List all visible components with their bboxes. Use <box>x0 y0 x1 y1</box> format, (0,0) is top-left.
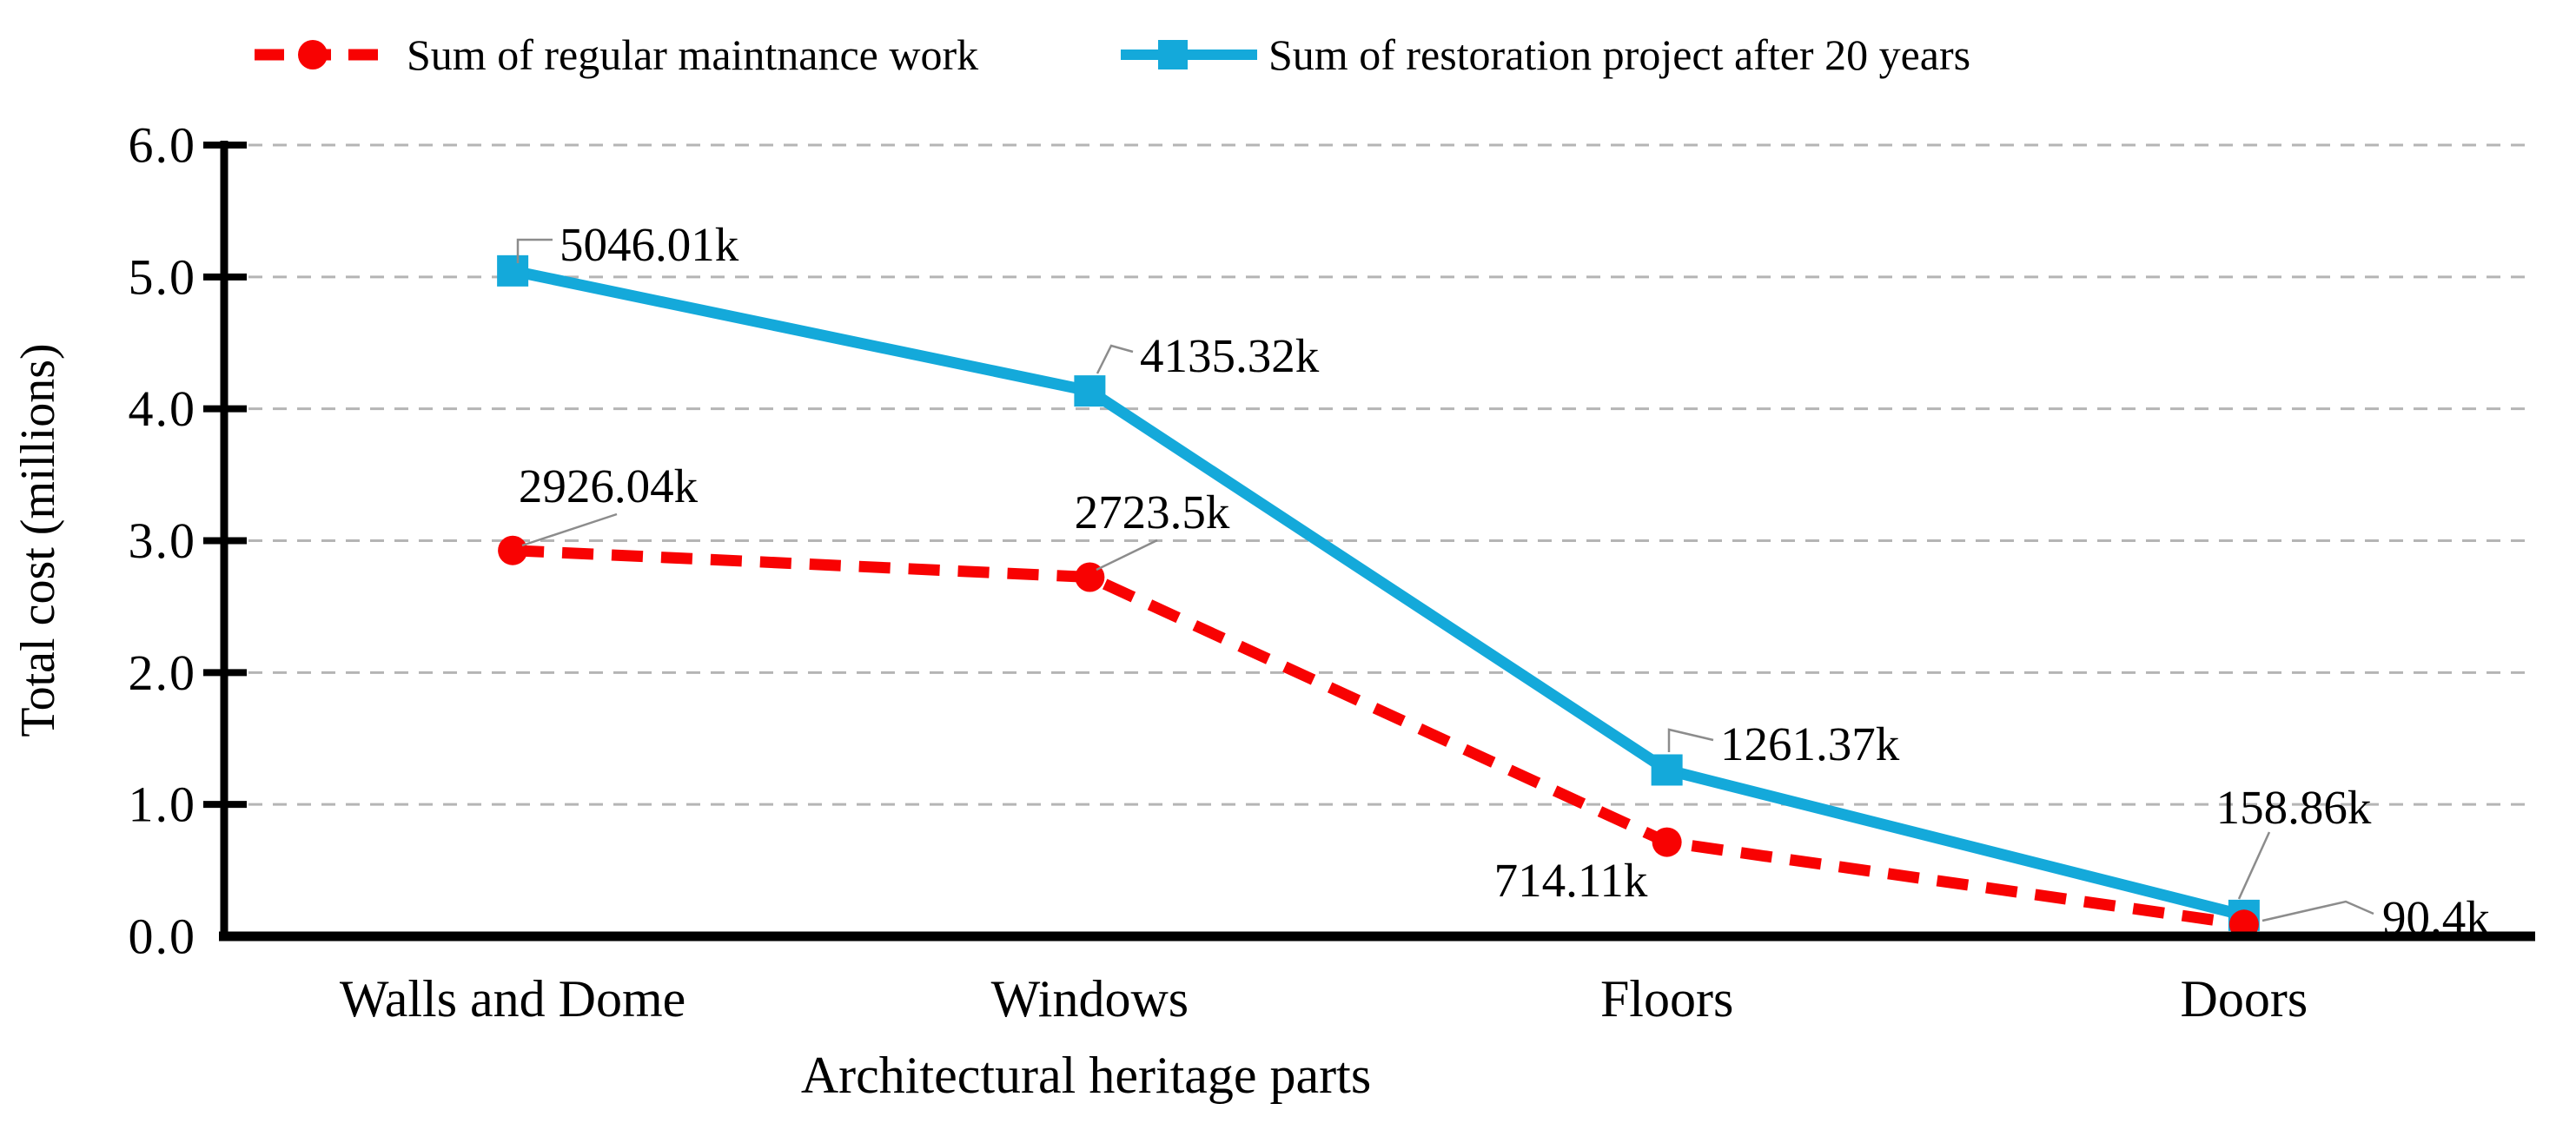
data-label-leader <box>1096 539 1158 572</box>
data-label-maintenance-2: 714.11k <box>1494 854 1648 907</box>
category-label-0: Walls and Dome <box>340 970 685 1028</box>
y-tick-label: 6.0 <box>129 117 197 174</box>
data-label-restoration-3: 158.86k <box>2216 781 2372 834</box>
data-label-maintenance-1: 2723.5k <box>1075 486 1230 539</box>
y-tick-label: 5.0 <box>129 248 197 305</box>
data-label-restoration-1: 4135.32k <box>1140 329 1320 382</box>
category-label-1: Windows <box>991 970 1189 1028</box>
data-label-leader <box>1096 344 1134 374</box>
marker-square-restoration-2 <box>1651 754 1683 786</box>
marker-square-restoration-0 <box>497 254 529 287</box>
legend-label-maintenance: Sum of regular maintnance work <box>407 30 978 79</box>
y-tick-label: 4.0 <box>129 380 197 437</box>
data-label-leader <box>1667 728 1714 752</box>
data-label-leader <box>516 238 553 263</box>
data-label-maintenance-3: 90.4k <box>2382 891 2490 944</box>
y-tick-label: 1.0 <box>129 776 197 833</box>
series-line-regular-maintenance <box>512 545 2245 930</box>
marker-square-restoration-1 <box>1074 375 1106 407</box>
data-label-leader <box>2261 900 2374 922</box>
y-tick-label: 3.0 <box>129 512 197 569</box>
axis-title-x: Architectural heritage parts <box>801 1047 1371 1104</box>
legend-marker-circle <box>298 40 328 69</box>
data-label-restoration-2: 1261.37k <box>1720 717 1900 770</box>
data-label-leader <box>521 512 618 547</box>
legend-label-restoration: Sum of restoration project after 20 year… <box>1268 30 1970 79</box>
marker-circle-maintenance-2 <box>1652 827 1682 857</box>
series-line-restoration-project <box>511 265 2246 922</box>
marker-circle-maintenance-0 <box>498 535 528 565</box>
y-tick-label: 0.0 <box>129 909 197 965</box>
y-tick-label: 2.0 <box>129 644 197 701</box>
data-label-leader <box>2237 831 2271 900</box>
category-label-3: Doors <box>2181 970 2308 1028</box>
data-label-maintenance-0: 2926.04k <box>519 459 699 512</box>
legend-marker-square <box>1158 40 1188 69</box>
axis-title-y: Total cost (millions) <box>11 343 65 737</box>
data-label-restoration-0: 5046.01k <box>560 218 739 271</box>
category-label-2: Floors <box>1600 970 1733 1028</box>
